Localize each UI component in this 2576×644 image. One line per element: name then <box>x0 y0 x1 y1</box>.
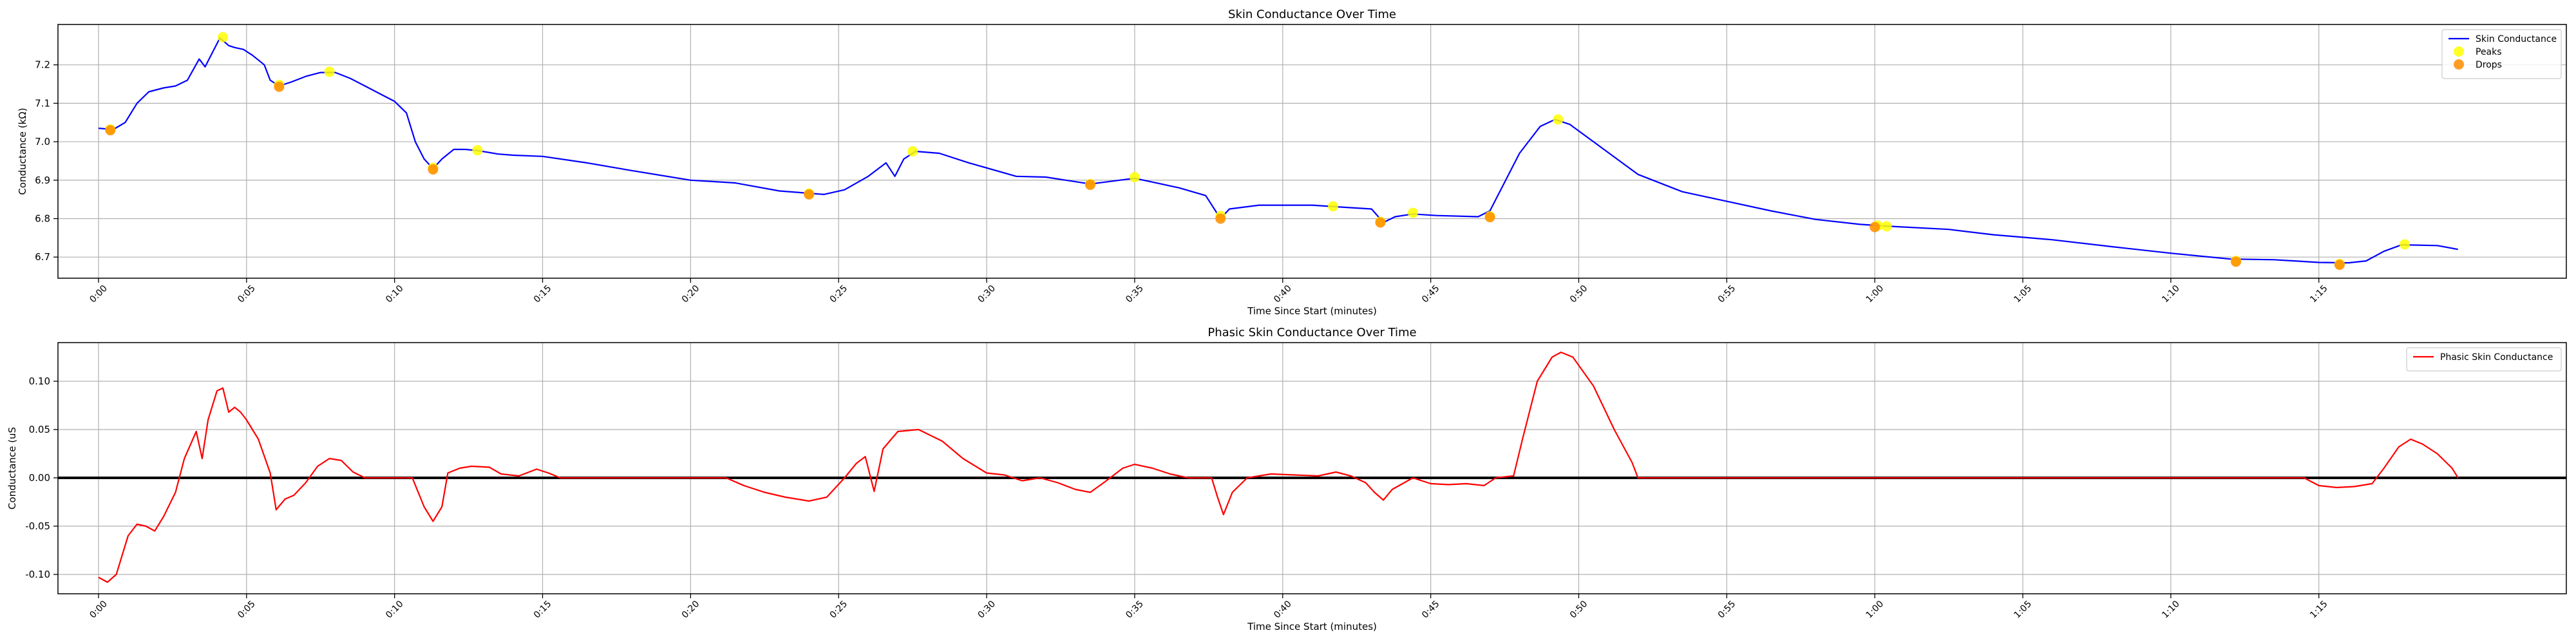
x-tick-label: 0:20 <box>680 283 702 305</box>
y-axis-label: Conductance (kΩ) <box>17 108 28 194</box>
y-tick-label: 6.9 <box>35 175 50 186</box>
y-tick-label: 6.8 <box>35 213 50 224</box>
y-tick-label: 7.2 <box>35 59 50 71</box>
x-tick-label: 0:40 <box>1272 599 1294 621</box>
x-tick-label: 1:00 <box>1864 599 1886 621</box>
series-point-peaks <box>907 146 918 156</box>
legend-label: Phasic Skin Conductance <box>2440 352 2553 363</box>
y-tick-label: 6.7 <box>35 251 50 263</box>
y-axis-label: Conductance (uS <box>6 427 18 509</box>
y-tick-label: 7.0 <box>35 136 50 147</box>
series-point-drops <box>1375 217 1386 228</box>
y-tick-label: 0.00 <box>29 472 50 484</box>
series-point-peaks <box>218 32 229 43</box>
x-tick-label: 1:15 <box>2308 283 2330 305</box>
series-point-drops <box>274 81 285 92</box>
series-point-drops <box>2334 260 2345 270</box>
legend-label: Skin Conductance <box>2476 34 2557 44</box>
x-tick-label: 1:05 <box>2012 283 2034 305</box>
series-point-peaks <box>2400 239 2410 250</box>
x-tick-label: 0:25 <box>828 599 850 621</box>
x-tick-label: 0:20 <box>680 599 702 621</box>
x-tick-label: 0:05 <box>236 283 258 305</box>
series-point-drops <box>1870 222 1880 232</box>
x-tick-label: 0:00 <box>88 599 109 621</box>
series-point-peaks <box>1129 171 1140 182</box>
legend-label: Drops <box>2476 60 2502 70</box>
x-tick-label: 0:10 <box>384 599 406 621</box>
series-point-drops <box>428 164 439 175</box>
x-tick-label: 0:30 <box>976 599 998 621</box>
legend-marker-swatch <box>2454 46 2464 57</box>
chart-title: Phasic Skin Conductance Over Time <box>1208 326 1416 339</box>
y-tick-label: 0.05 <box>29 424 50 435</box>
series-point-peaks <box>324 66 335 77</box>
x-tick-label: 0:35 <box>1124 599 1146 621</box>
x-axis-label: Time Since Start (minutes) <box>1247 621 1377 632</box>
series-point-drops <box>804 189 815 200</box>
x-tick-label: 0:25 <box>828 283 850 305</box>
x-tick-label: 0:55 <box>1716 283 1738 305</box>
x-tick-label: 0:40 <box>1272 283 1294 305</box>
x-tick-label: 0:50 <box>1568 283 1590 305</box>
legend-box <box>2406 347 2562 372</box>
x-tick-label: 0:30 <box>976 283 998 305</box>
y-tick-label: -0.05 <box>25 520 50 532</box>
series-point-drops <box>1215 213 1226 224</box>
plot-frame <box>57 342 2567 594</box>
skin-conductance-panel: 0:00 0:05 0:10 0:15 0:20 0:25 0:30 0:35 0:40 0:45… <box>17 8 2567 317</box>
x-tick-label: 1:10 <box>2160 599 2182 621</box>
series-point-drops <box>105 125 116 136</box>
x-tick-label: 1:10 <box>2160 283 2182 305</box>
chart-title: Skin Conductance Over Time <box>1228 8 1396 21</box>
series-point-peaks <box>1327 201 1338 212</box>
x-tick-label: 0:35 <box>1124 283 1146 305</box>
y-tick-label: 0.10 <box>29 375 50 387</box>
legend-box <box>2441 29 2562 79</box>
legend-marker-swatch <box>2454 59 2464 70</box>
x-tick-label: 0:45 <box>1420 283 1442 305</box>
series-point-drops <box>2230 256 2241 267</box>
x-axis-label: Time Since Start (minutes) <box>1247 305 1377 317</box>
series-point-peaks <box>1881 221 1892 232</box>
y-tick-label: 7.1 <box>35 97 50 109</box>
plot-frame <box>57 24 2567 279</box>
x-tick-label: 1:05 <box>2012 599 2034 621</box>
x-tick-label: 0:45 <box>1420 599 1442 621</box>
x-tick-label: 1:15 <box>2308 599 2330 621</box>
series-point-drops <box>1484 212 1495 223</box>
series-line-skin-conductance <box>98 37 2458 264</box>
series-point-peaks <box>1408 207 1419 218</box>
series-point-peaks <box>472 145 483 156</box>
y-tick-label: -0.10 <box>25 569 50 580</box>
x-tick-label: 0:15 <box>532 599 554 621</box>
series-point-drops <box>1084 179 1095 190</box>
x-tick-label: 0:15 <box>532 283 554 305</box>
x-tick-label: 0:50 <box>1568 599 1590 621</box>
x-tick-label: 1:00 <box>1864 283 1886 305</box>
series-point-peaks <box>1553 114 1564 125</box>
phasic-conductance-panel: 0:00 0:05 0:10 0:15 0:20 0:25 0:30 0:35 0:40 0:45… <box>6 326 2567 632</box>
x-tick-label: 0:10 <box>384 283 406 305</box>
x-tick-label: 0:55 <box>1716 599 1738 621</box>
x-tick-label: 0:05 <box>236 599 258 621</box>
legend-label: Peaks <box>2476 47 2502 57</box>
x-tick-label: 0:00 <box>88 283 109 305</box>
series-line-phasic-skin-conductance <box>98 351 2459 583</box>
